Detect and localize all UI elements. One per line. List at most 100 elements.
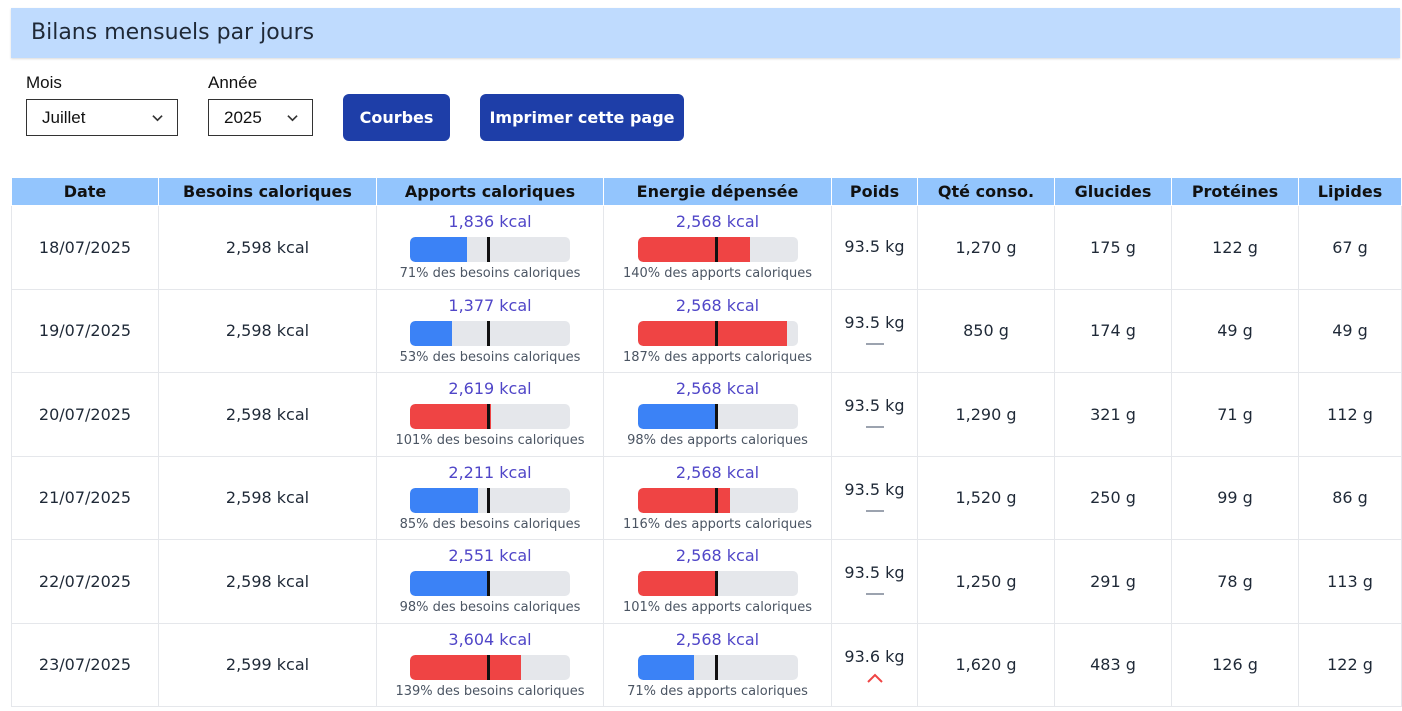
progress-bar — [410, 237, 570, 263]
target-marker — [714, 654, 718, 680]
apports-cell-note: 101% des besoins caloriques — [395, 433, 585, 449]
apports-cell-note: 85% des besoins caloriques — [399, 516, 581, 532]
daily-report-table: Date Besoins caloriques Apports caloriques… — [11, 177, 1402, 707]
year-select[interactable]: 2025 — [208, 99, 313, 136]
apports-cell-value: 2,211 kcal — [448, 462, 532, 482]
column-header: Poids — [831, 177, 918, 206]
progress-bar-fill — [410, 487, 478, 513]
column-header: Qté conso. — [917, 177, 1055, 206]
weight-value: 93.5 kg — [844, 563, 905, 583]
target-marker — [714, 404, 718, 430]
month-select-value: Juillet — [42, 108, 86, 127]
target-marker — [714, 237, 718, 263]
table-header-row: Date Besoins caloriques Apports caloriques… — [11, 177, 1402, 206]
apports-cell: 1,836 kcal 71% des besoins caloriques — [376, 205, 604, 290]
progress-bar — [410, 487, 570, 513]
proteines-cell: 78 g — [1171, 539, 1299, 624]
poids-cell: 93.5 kg — [831, 455, 918, 540]
apports-cell-value: 2,551 kcal — [448, 546, 532, 566]
progress-bar-fill — [637, 404, 716, 430]
progress-bar-fill — [637, 654, 695, 680]
glucides-cell: 483 g — [1054, 622, 1172, 707]
year-select-value: 2025 — [224, 108, 262, 127]
besoins-cell: 2,599 kcal — [158, 622, 377, 707]
apports-cell: 3,604 kcal 139% des besoins caloriques — [376, 622, 604, 707]
besoins-cell: 2,598 kcal — [158, 372, 377, 457]
progress-bar-fill — [410, 654, 522, 680]
trend-up-icon — [866, 673, 883, 683]
energie-cell: 2,568 kcal 116% des apports caloriques — [603, 455, 832, 540]
apports-cell: 2,211 kcal 85% des besoins caloriques — [376, 455, 604, 540]
lipides-cell: 49 g — [1298, 288, 1402, 373]
apports-cell-value: 1,836 kcal — [448, 212, 532, 232]
date-cell: 23/07/2025 — [11, 622, 159, 707]
target-marker — [487, 404, 490, 430]
energie-cell: 2,568 kcal 98% des apports caloriques — [603, 372, 832, 457]
progress-bar-fill — [637, 237, 750, 263]
print-button[interactable]: Imprimer cette page — [480, 94, 684, 141]
column-header: Energie dépensée — [603, 177, 832, 206]
qte-cell: 850 g — [917, 288, 1055, 373]
weight-value: 93.5 kg — [844, 237, 905, 257]
energie-cell-note: 101% des apports caloriques — [622, 600, 813, 616]
progress-bar — [637, 237, 798, 263]
proteines-cell: 49 g — [1171, 288, 1299, 373]
poids-cell: 93.5 kg — [831, 539, 918, 624]
qte-cell: 1,290 g — [917, 372, 1055, 457]
table-row: 19/07/2025 2,598 kcal 1,377 kcal 53% des be… — [11, 288, 1402, 373]
energie-cell-value: 2,568 kcal — [675, 295, 760, 315]
target-marker — [487, 320, 490, 346]
page-header: Bilans mensuels par jours — [11, 8, 1400, 58]
proteines-cell: 99 g — [1171, 455, 1299, 540]
qte-cell: 1,620 g — [917, 622, 1055, 707]
trend-flat-icon — [865, 509, 884, 512]
curves-button[interactable]: Courbes — [343, 94, 450, 141]
qte-cell: 1,270 g — [917, 205, 1055, 290]
trend-flat-icon — [865, 426, 884, 429]
apports-cell-value: 2,619 kcal — [448, 379, 532, 399]
month-select[interactable]: Juillet — [26, 99, 178, 136]
progress-bar-fill — [410, 320, 453, 346]
energie-cell-value: 2,568 kcal — [675, 546, 760, 566]
column-header: Protéines — [1171, 177, 1299, 206]
apports-cell-note: 98% des besoins caloriques — [399, 600, 581, 616]
besoins-cell: 2,598 kcal — [158, 455, 377, 540]
energie-cell-note: 140% des apports caloriques — [622, 266, 813, 282]
apports-cell-note: 139% des besoins caloriques — [395, 683, 585, 699]
progress-bar — [637, 320, 798, 346]
column-header: Apports caloriques — [376, 177, 604, 206]
progress-bar — [637, 487, 798, 513]
glucides-cell: 174 g — [1054, 288, 1172, 373]
lipides-cell: 67 g — [1298, 205, 1402, 290]
apports-cell-value: 3,604 kcal — [448, 629, 532, 649]
date-cell: 18/07/2025 — [11, 205, 159, 290]
weight-value: 93.6 kg — [844, 646, 905, 666]
qte-cell: 1,250 g — [917, 539, 1055, 624]
column-header: Lipides — [1298, 177, 1402, 206]
energie-cell: 2,568 kcal 140% des apports caloriques — [603, 205, 832, 290]
year-label: Année — [208, 73, 258, 92]
poids-cell: 93.6 kg — [831, 622, 918, 707]
table-body: 18/07/2025 2,598 kcal 1,836 kcal 71% des be… — [11, 205, 1402, 707]
besoins-cell: 2,598 kcal — [158, 539, 377, 624]
lipides-cell: 113 g — [1298, 539, 1402, 624]
energie-cell-value: 2,568 kcal — [675, 629, 760, 649]
target-marker — [714, 320, 718, 346]
apports-cell-note: 71% des besoins caloriques — [399, 266, 581, 282]
proteines-cell: 126 g — [1171, 622, 1299, 707]
page-title: Bilans mensuels par jours — [31, 20, 315, 45]
glucides-cell: 321 g — [1054, 372, 1172, 457]
chevron-down-icon — [287, 115, 298, 122]
energie-cell-value: 2,568 kcal — [675, 212, 760, 232]
lipides-cell: 122 g — [1298, 622, 1402, 707]
date-cell: 20/07/2025 — [11, 372, 159, 457]
column-header: Glucides — [1054, 177, 1172, 206]
target-marker — [714, 571, 718, 597]
target-marker — [487, 571, 490, 597]
apports-cell: 2,551 kcal 98% des besoins caloriques — [376, 539, 604, 624]
progress-bar-fill — [410, 571, 489, 597]
target-marker — [714, 487, 718, 513]
month-label: Mois — [26, 73, 62, 92]
table-row: 22/07/2025 2,598 kcal 2,551 kcal 98% des be… — [11, 539, 1402, 624]
energie-cell-note: 116% des apports caloriques — [622, 516, 813, 532]
